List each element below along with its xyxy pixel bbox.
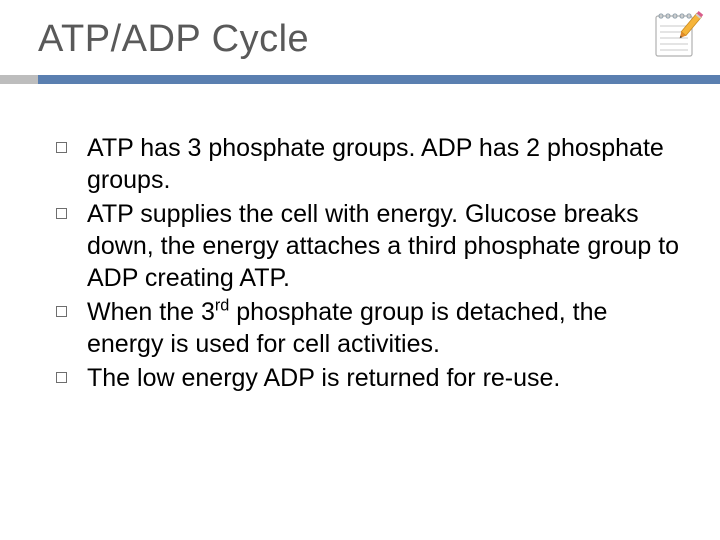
notepad-pencil-icon bbox=[650, 6, 706, 62]
list-item: ATP supplies the cell with energy. Gluco… bbox=[56, 198, 680, 294]
list-item: The low energy ADP is returned for re-us… bbox=[56, 362, 680, 394]
slide: ATP/ADP Cycle ATP has 3 phosphate groups… bbox=[0, 0, 720, 540]
bullet-marker-icon bbox=[56, 208, 67, 219]
title-area: ATP/ADP Cycle bbox=[0, 0, 720, 61]
list-item: When the 3rd phosphate group is detached… bbox=[56, 296, 680, 360]
page-title: ATP/ADP Cycle bbox=[38, 18, 720, 61]
accent-bar bbox=[0, 75, 720, 84]
list-item: ATP has 3 phosphate groups. ADP has 2 ph… bbox=[56, 132, 680, 196]
bullet-marker-icon bbox=[56, 142, 67, 153]
bullet-marker-icon bbox=[56, 372, 67, 383]
bullet-marker-icon bbox=[56, 306, 67, 317]
bullet-text: When the 3rd phosphate group is detached… bbox=[87, 296, 680, 360]
accent-right bbox=[38, 75, 720, 84]
bullet-text: ATP supplies the cell with energy. Gluco… bbox=[87, 198, 680, 294]
bullet-text: The low energy ADP is returned for re-us… bbox=[87, 362, 560, 394]
content-area: ATP has 3 phosphate groups. ADP has 2 ph… bbox=[0, 84, 720, 394]
accent-left bbox=[0, 75, 38, 84]
bullet-text: ATP has 3 phosphate groups. ADP has 2 ph… bbox=[87, 132, 680, 196]
